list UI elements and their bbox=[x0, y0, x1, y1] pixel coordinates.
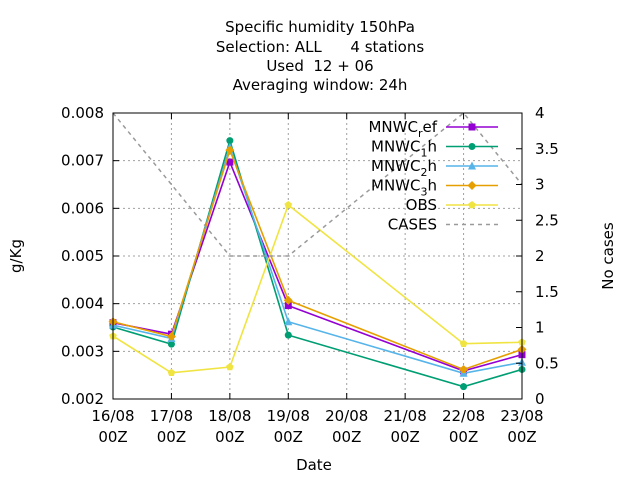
x-tick-label: 22/08 bbox=[442, 407, 485, 425]
legend-marker bbox=[468, 143, 476, 150]
legend-label: OBS bbox=[406, 196, 437, 214]
title-line-4: Averaging window: 24h bbox=[233, 76, 408, 94]
series-line bbox=[112, 203, 523, 374]
x-tick-label: 00Z bbox=[215, 428, 244, 446]
x-tick-label: 00Z bbox=[449, 428, 478, 446]
x-tick-label: 00Z bbox=[507, 428, 536, 446]
x-tick-label: 17/08 bbox=[150, 407, 193, 425]
data-point bbox=[226, 158, 234, 166]
title-line-1: Specific humidity 150hPa bbox=[225, 18, 415, 36]
series-cases bbox=[112, 111, 523, 257]
x-tick-label: 00Z bbox=[390, 428, 419, 446]
legend-label: MNWC1h bbox=[371, 138, 437, 160]
data-point bbox=[283, 295, 293, 305]
title-line-2: Selection: ALL 4 stations bbox=[216, 38, 424, 56]
x-tick-label: 23/08 bbox=[500, 407, 543, 425]
y-axis-title: g/Kg bbox=[7, 239, 25, 273]
x-tick-label: 21/08 bbox=[384, 407, 427, 425]
series-line bbox=[112, 137, 523, 388]
y-tick-label: 0.006 bbox=[61, 199, 104, 217]
y-tick-label: 0.003 bbox=[61, 342, 104, 360]
legend-marker bbox=[467, 181, 477, 190]
legend-marker bbox=[468, 201, 476, 209]
legend-label: MNWC2h bbox=[371, 157, 437, 179]
data-point bbox=[226, 363, 234, 371]
legend-label: MNWC3h bbox=[371, 177, 437, 199]
data-point bbox=[284, 201, 293, 209]
data-point bbox=[460, 383, 468, 391]
y2-tick-label: 3.5 bbox=[535, 140, 559, 158]
y2-tick-label: 4 bbox=[535, 104, 545, 122]
y2-tick-label: 0 bbox=[535, 390, 545, 408]
y-tick-label: 0.008 bbox=[61, 104, 104, 122]
x-tick-label: 20/08 bbox=[325, 407, 368, 425]
data-point bbox=[167, 368, 176, 377]
data-point bbox=[166, 332, 176, 342]
data-point bbox=[284, 331, 292, 339]
x-tick-label: 00Z bbox=[157, 428, 186, 446]
legend-entry: MNWC1h bbox=[371, 138, 498, 160]
data-point bbox=[225, 145, 235, 155]
x-tick-label: 16/08 bbox=[91, 407, 134, 425]
series-line bbox=[112, 159, 523, 372]
y-tick-label: 0.004 bbox=[61, 295, 104, 313]
data-point bbox=[284, 302, 292, 310]
legend-entry: MNWCref bbox=[368, 118, 498, 140]
y2-tick-label: 1.5 bbox=[535, 283, 559, 301]
y-tick-label: 0.005 bbox=[61, 247, 104, 265]
legend-marker bbox=[468, 161, 476, 170]
legend-label: MNWCref bbox=[368, 118, 437, 140]
y-tick-label: 0.002 bbox=[61, 390, 104, 408]
legend-entry: MNWC2h bbox=[371, 157, 498, 179]
data-point bbox=[459, 364, 469, 374]
title-line-3: Used 12 + 06 bbox=[266, 57, 373, 75]
chart-title: Specific humidity 150hPa Selection: ALL … bbox=[216, 18, 424, 94]
series-mnwc-1h bbox=[109, 137, 526, 391]
series-line bbox=[112, 147, 523, 371]
x-tick-label: 00Z bbox=[274, 428, 303, 446]
legend-entry: OBS bbox=[406, 196, 498, 214]
x-axis-title: Date bbox=[296, 456, 332, 474]
legend-marker bbox=[468, 123, 476, 131]
y-tick-label: 0.007 bbox=[61, 152, 104, 170]
y2-axis-title: No cases bbox=[599, 222, 617, 290]
y2-tick-label: 0.5 bbox=[535, 354, 559, 372]
data-point bbox=[226, 137, 234, 145]
x-tick-label: 19/08 bbox=[267, 407, 310, 425]
legend-entry: CASES bbox=[388, 216, 498, 234]
x-tick-label: 00Z bbox=[332, 428, 361, 446]
y2-tick-label: 1 bbox=[535, 319, 545, 337]
series-obs bbox=[109, 201, 526, 377]
y2-tick-label: 2 bbox=[535, 247, 545, 265]
grid bbox=[112, 112, 523, 400]
y2-tick-label: 3 bbox=[535, 176, 545, 194]
axes: 16/08 00Z 17/08 00Z 18/08 00Z 19/08 00Z 20/08 00Z… bbox=[61, 104, 559, 446]
series-line bbox=[112, 144, 523, 375]
legend-label: CASES bbox=[388, 216, 437, 234]
x-tick-label: 18/08 bbox=[208, 407, 251, 425]
series-line bbox=[112, 111, 523, 257]
y2-tick-label: 2.5 bbox=[535, 211, 559, 229]
data-point bbox=[167, 340, 175, 348]
legend-entry: MNWC3h bbox=[371, 177, 498, 199]
x-tick-label: 00Z bbox=[98, 428, 127, 446]
data-point bbox=[284, 317, 293, 326]
data-point bbox=[459, 339, 468, 347]
